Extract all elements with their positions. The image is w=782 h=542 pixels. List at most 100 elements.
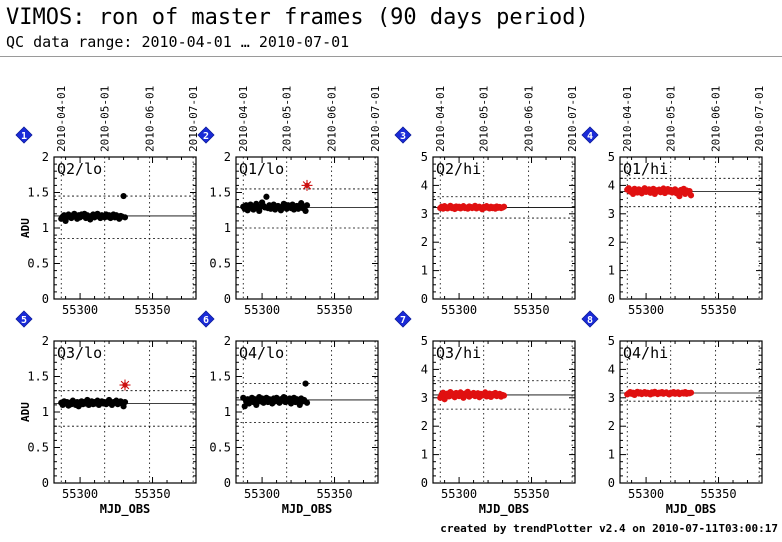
y-tick-label: 1 [608, 448, 615, 462]
data-point [263, 193, 270, 200]
date-tick-label: 2010-07-01 [566, 86, 579, 152]
panel-4: 0 1 2 3 4 5 55300 55350 2010-04-01 2010-05-01 2010… [581, 86, 766, 317]
footer-credit: created by trendPlotter v2.4 on 2010-07-… [440, 522, 778, 535]
date-tick-label: 2010-04-01 [621, 86, 634, 152]
y-tick-label: 3 [608, 391, 615, 405]
y-tick-label: 1 [224, 221, 231, 235]
date-tick-label: 2010-07-01 [187, 86, 200, 152]
x-axis-label: MJD_OBS [100, 502, 151, 517]
y-tick-label: 0 [608, 476, 615, 490]
y-tick-label: 1 [224, 405, 231, 419]
panel-badge-diamond-icon [15, 310, 33, 328]
y-tick-label: 0.5 [209, 257, 231, 271]
plot-frame [432, 340, 576, 484]
y-tick-label: 4 [421, 362, 428, 376]
panel-label: Q3/hi [436, 344, 481, 362]
panel-number-badge: 7 [394, 310, 412, 328]
y-tick-label: 0 [224, 476, 231, 490]
y-tick-label: 3 [421, 391, 428, 405]
data-point [303, 399, 311, 406]
x-tick-label: 55300 [244, 487, 280, 501]
panel-1: 0 0.5 1 1.5 2 55300 55350 2010-04-01 2010-05-01 2… [15, 86, 200, 317]
date-tick-label: 2010-07-01 [753, 86, 766, 152]
x-tick-label: 55300 [62, 303, 98, 317]
page-title: VIMOS: ron of master frames (90 days per… [6, 5, 589, 30]
y-tick-label: 1 [42, 221, 49, 235]
date-tick-label: 2010-06-01 [326, 86, 339, 152]
panel-number: 7 [400, 315, 406, 326]
panel-label: Q1/lo [239, 160, 284, 178]
y-tick-label: 3 [608, 207, 615, 221]
panel-number: 6 [203, 315, 209, 326]
data-point [120, 192, 127, 200]
data-point [121, 214, 129, 221]
y-tick-label: 0 [224, 292, 231, 306]
panel-8: 0 1 2 3 4 5 55300 55350 Q4/hi MJD_OBS 8 [581, 310, 763, 517]
x-tick-label: 55300 [628, 487, 664, 501]
y-tick-label: 4 [608, 178, 615, 192]
panel-badge-diamond-icon [581, 126, 599, 144]
y-tick-label: 2 [421, 419, 428, 433]
x-axis-label: MJD_OBS [666, 502, 717, 517]
x-tick-label: 55350 [134, 487, 170, 501]
page-subtitle: QC data range: 2010-04-01 … 2010-07-01 [6, 33, 350, 51]
panel-number-badge: 3 [394, 126, 412, 144]
panel-number: 8 [587, 315, 593, 326]
y-tick-label: 4 [421, 178, 428, 192]
y-tick-label: 1.5 [27, 370, 49, 384]
date-tick-label: 2010-06-01 [710, 86, 723, 152]
x-axis-label: MJD_OBS [479, 502, 530, 517]
plot-frame [235, 156, 379, 300]
y-tick-label: 4 [608, 362, 615, 376]
panel-label: Q2/lo [57, 160, 102, 178]
plot-frame [53, 340, 197, 484]
y-tick-label: 1 [42, 405, 49, 419]
data-point [302, 380, 309, 387]
y-tick-label: 5 [421, 334, 428, 348]
y-tick-label: 5 [608, 334, 615, 348]
panel-badge-diamond-icon [581, 310, 599, 328]
panel-badge-diamond-icon [15, 126, 33, 144]
date-tick-label: 2010-05-01 [478, 86, 491, 152]
panel-badge-diamond-icon [394, 126, 412, 144]
date-tick-label: 2010-05-01 [665, 86, 678, 152]
plot-frame [619, 340, 763, 484]
x-tick-label: 55350 [316, 487, 352, 501]
y-tick-label: 1 [421, 264, 428, 278]
plot-frame [619, 156, 763, 300]
x-tick-label: 55300 [441, 487, 477, 501]
panel-3: 0 1 2 3 4 5 55300 55350 2010-04-01 2010-05-01 2010… [394, 86, 579, 317]
date-tick-label: 2010-06-01 [144, 86, 157, 152]
x-tick-label: 55350 [316, 303, 352, 317]
panel-badge-diamond-icon [394, 310, 412, 328]
y-tick-label: 1.5 [209, 370, 231, 384]
y-tick-label: 2 [224, 334, 231, 348]
y-tick-label: 1.5 [209, 186, 231, 200]
date-tick-label: 2010-07-01 [369, 86, 382, 152]
y-tick-label: 0 [421, 292, 428, 306]
panel-label: Q4/lo [239, 344, 284, 362]
y-tick-label: 1.5 [27, 186, 49, 200]
y-tick-label: 2 [42, 334, 49, 348]
y-tick-label: 3 [421, 207, 428, 221]
panel-badge-diamond-icon [197, 310, 215, 328]
panel-number-badge: 1 [15, 126, 33, 144]
data-point [253, 401, 260, 408]
panel-number-badge: 2 [197, 126, 215, 144]
y-tick-label: 0 [42, 476, 49, 490]
panel-7: 0 1 2 3 4 5 55300 55350 Q3/hi MJD_OBS 7 [394, 310, 576, 517]
data-point [687, 389, 695, 396]
x-tick-label: 55350 [513, 487, 549, 501]
data-point [303, 202, 311, 209]
data-point [500, 203, 508, 210]
plot-frame [235, 340, 379, 484]
y-tick-label: 0 [608, 292, 615, 306]
y-tick-label: 0.5 [27, 257, 49, 271]
data-point [687, 192, 695, 199]
panel-label: Q3/lo [57, 344, 102, 362]
x-tick-label: 55350 [134, 303, 170, 317]
y-axis-label: ADU [19, 218, 32, 238]
panel-number-badge: 6 [197, 310, 215, 328]
y-tick-label: 0 [421, 476, 428, 490]
